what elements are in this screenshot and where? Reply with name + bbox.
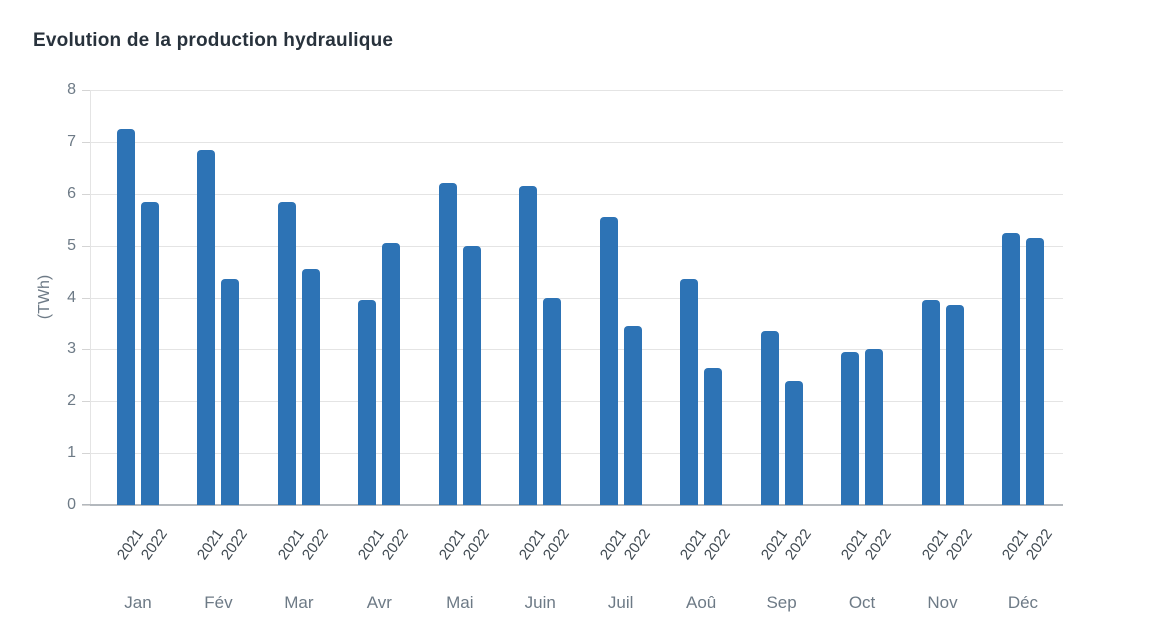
gridline — [90, 349, 1063, 351]
y-tick-label: 7 — [67, 132, 76, 150]
y-tick-label: 5 — [67, 236, 76, 254]
x-tick-year-label: 2021 — [113, 526, 147, 564]
y-tick-label: 8 — [67, 81, 76, 98]
x-tick-month-label: Avr — [366, 593, 392, 612]
y-tick — [82, 141, 90, 143]
x-tick-month-label: Jan — [124, 593, 152, 612]
y-tick-label: 3 — [67, 340, 76, 358]
bar-2022-juil[interactable] — [623, 326, 642, 505]
x-tick-month-label: Sep — [766, 593, 797, 612]
x-tick-year-label: 2022 — [218, 526, 252, 564]
x-tick-year-label: 2021 — [998, 526, 1032, 564]
y-tick-label: 6 — [67, 184, 76, 202]
x-tick-year-label: 2022 — [379, 526, 413, 564]
bar-2022-déc[interactable] — [1025, 237, 1044, 505]
bar-2021-avr[interactable] — [358, 300, 377, 505]
gridline — [90, 141, 1063, 143]
gridline — [90, 401, 1063, 403]
y-tick-label: 0 — [67, 496, 76, 513]
y-tick — [82, 245, 90, 247]
y-tick-label: 1 — [67, 444, 76, 462]
bar-2022-juin[interactable] — [543, 297, 562, 505]
gridline — [90, 193, 1063, 195]
y-tick — [82, 505, 90, 506]
x-tick-year-label: 2021 — [516, 526, 550, 564]
y-tick-label: 4 — [67, 288, 76, 306]
x-tick-month-label: Juin — [524, 593, 556, 612]
bar-2022-jan[interactable] — [141, 201, 159, 505]
plot-area: 0 1 2 3 4 5 6 7 8 2021 2022 Jan 2021 2022 Fév 2021 2022 M… — [67, 81, 1063, 612]
y-tick-label: 2 — [67, 392, 76, 410]
x-tick-month-label: Déc — [1007, 593, 1039, 612]
x-tick-year-label: 2022 — [137, 526, 171, 564]
x-tick-month-label: Nov — [927, 593, 958, 612]
bar-2021-oct[interactable] — [841, 351, 860, 505]
x-tick-month-label: Oct — [848, 593, 876, 612]
bar-2021-mar[interactable] — [277, 201, 296, 505]
bar-2022-oct[interactable] — [865, 349, 884, 505]
x-tick-year-label: 2021 — [435, 526, 469, 564]
bar-2022-mai[interactable] — [462, 245, 481, 505]
x-tick-year-label: 2022 — [781, 526, 815, 564]
bar-2022-mar[interactable] — [301, 268, 320, 505]
x-tick-year-label: 2022 — [540, 526, 574, 564]
gridline — [90, 453, 1063, 455]
bar-2022-fév[interactable] — [221, 279, 240, 505]
bar-2021-juin[interactable] — [519, 185, 538, 505]
x-tick-month-label: Mai — [446, 593, 474, 612]
bar-2021-sep[interactable] — [760, 331, 779, 505]
gridline — [90, 90, 1063, 91]
bar-2021-jan[interactable] — [117, 128, 135, 505]
y-tick — [82, 453, 90, 455]
x-tick-year-label: 2022 — [298, 526, 332, 564]
bar-2021-déc[interactable] — [1001, 232, 1020, 505]
bar-2021-nov[interactable] — [921, 300, 940, 505]
x-tick-year-label: 2022 — [1022, 526, 1056, 564]
x-tick-month-label: Aoû — [686, 593, 717, 612]
x-tick-month-label: Juil — [607, 593, 634, 612]
y-tick — [82, 90, 90, 91]
gridline — [90, 297, 1063, 299]
x-tick-month-label: Mar — [284, 593, 314, 612]
x-tick-month-label: Fév — [204, 593, 233, 612]
bar-2022-avr[interactable] — [382, 243, 401, 505]
bar-2022-aoû[interactable] — [704, 367, 723, 505]
chart-title: Evolution de la production hydraulique — [33, 30, 394, 51]
x-tick-year-label: 2021 — [918, 526, 952, 564]
bar-2021-fév[interactable] — [197, 149, 216, 505]
x-tick-year-label: 2021 — [274, 526, 308, 564]
x-tick-year-label: 2022 — [861, 526, 895, 564]
bar-2021-juil[interactable] — [599, 217, 618, 505]
bar-2021-mai[interactable] — [438, 183, 457, 505]
x-tick-year-label: 2021 — [676, 526, 711, 564]
y-tick — [82, 349, 90, 351]
x-tick-year-label: 2021 — [837, 526, 871, 564]
y-tick — [82, 401, 90, 403]
bar-2022-nov[interactable] — [945, 305, 964, 505]
x-axis-line — [82, 504, 1063, 506]
x-tick-year-label: 2022 — [620, 526, 654, 564]
y-tick — [82, 193, 90, 195]
y-tick — [82, 297, 90, 299]
x-tick-year-label: 2022 — [459, 526, 493, 564]
x-tick-year-label: 2021 — [596, 526, 630, 564]
gridline — [90, 245, 1063, 247]
x-tick-year-label: 2021 — [355, 526, 389, 564]
bar-2021-aoû[interactable] — [680, 279, 699, 505]
x-tick-year-label: 2021 — [757, 526, 791, 564]
bar-2022-sep[interactable] — [784, 380, 803, 505]
x-tick-year-label: 2022 — [700, 526, 735, 564]
